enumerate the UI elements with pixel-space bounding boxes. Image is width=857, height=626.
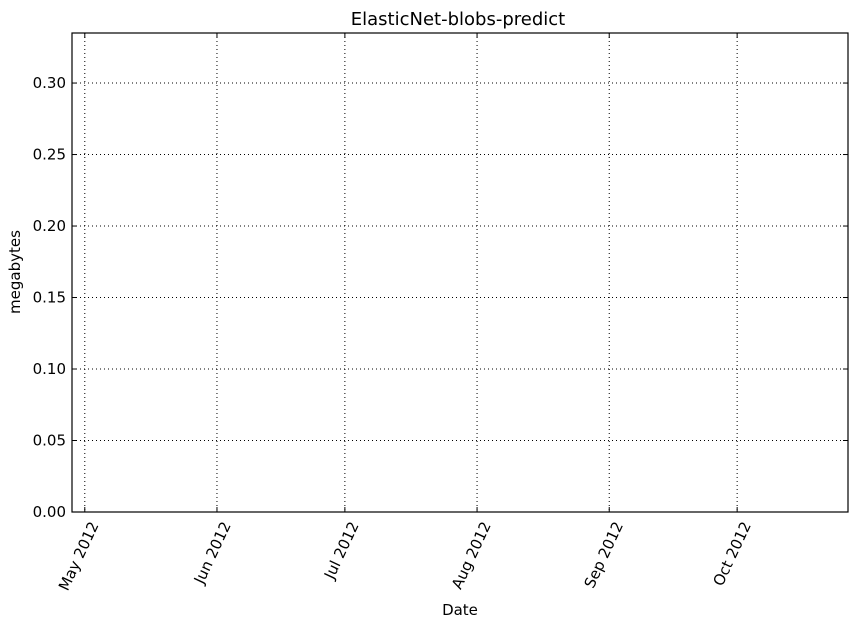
plot-frame: [71, 32, 849, 513]
y-tick-label: 0.05: [33, 432, 66, 450]
y-tick-label: 0.10: [33, 360, 66, 378]
x-tick-label: Aug 2012: [448, 519, 495, 592]
y-tick-label: 0.25: [33, 146, 66, 164]
x-tick-label: Sep 2012: [581, 519, 627, 591]
y-tick-label: 0.00: [33, 503, 66, 521]
x-tick-label: Oct 2012: [709, 519, 754, 589]
y-tick-label: 0.30: [33, 74, 66, 92]
x-tick-label: Jun 2012: [190, 519, 235, 588]
ticks: 0.00 0.05 0.10 0.15 0.20 0.25 0.30 May 2012 Jun …: [33, 33, 848, 593]
x-tick-label: Jul 2012: [320, 519, 363, 583]
x-axis-label: Date: [442, 601, 478, 619]
x-tick-label: May 2012: [55, 519, 103, 594]
y-tick-label: 0.20: [33, 217, 66, 235]
grid: [72, 33, 848, 512]
chart-title: ElasticNet-blobs-predict: [351, 9, 565, 30]
y-axis-label: megabytes: [6, 230, 24, 314]
y-tick-label: 0.15: [33, 289, 66, 307]
